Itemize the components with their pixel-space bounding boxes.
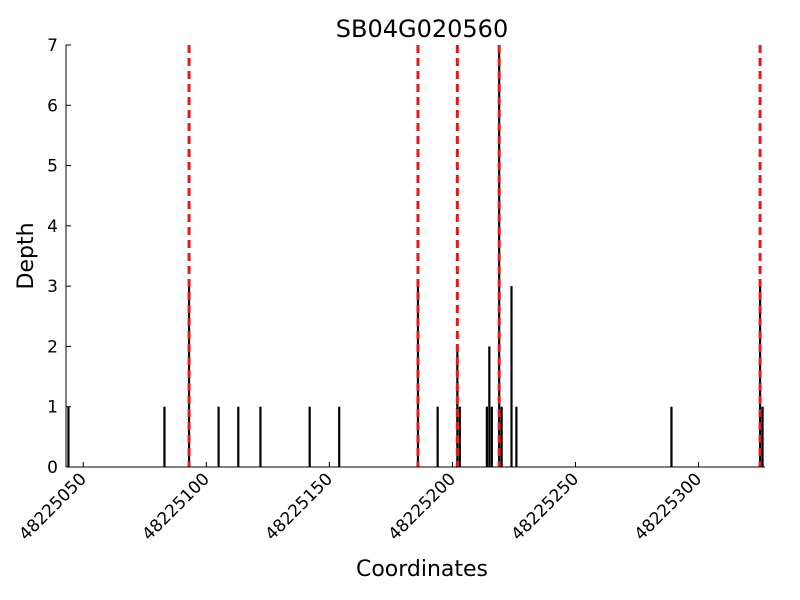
bar-17 — [510, 286, 513, 467]
bar-7 — [338, 406, 341, 467]
y-tick-label-6: 6 — [47, 96, 58, 116]
y-tick-label-4: 4 — [47, 217, 58, 237]
y-tick-label-1: 1 — [47, 398, 58, 418]
bar-6 — [308, 406, 311, 467]
bar-1 — [163, 406, 166, 467]
x-tick-label-48225250: 48225250 — [508, 469, 583, 544]
axes-layer: 0 1 2 3 4 5 6 7 48225050 48225100 48225150 48225200… — [15, 36, 765, 545]
bar-16 — [500, 406, 503, 467]
bar-5 — [259, 406, 262, 467]
bar-10 — [456, 346, 459, 467]
x-tick-label-48225100: 48225100 — [138, 469, 213, 544]
y-tick-label-2: 2 — [47, 337, 58, 357]
bar-0 — [67, 406, 70, 467]
y-tick-label-7: 7 — [47, 36, 58, 56]
y-tick-label-5: 5 — [47, 157, 58, 177]
bar-3 — [217, 406, 220, 467]
x-tick-label-48225050: 48225050 — [15, 469, 90, 544]
y-tick-label-0: 0 — [47, 458, 58, 478]
bars-layer — [67, 45, 764, 467]
chart-title: SB04G020560 — [336, 15, 508, 43]
bar-19 — [670, 406, 673, 467]
bar-21 — [761, 406, 764, 467]
x-tick-label-48225200: 48225200 — [385, 469, 460, 544]
bar-4 — [237, 406, 240, 467]
bar-13 — [488, 346, 491, 467]
bar-14 — [490, 406, 493, 467]
bar-9 — [436, 406, 439, 467]
bar-12 — [485, 406, 488, 467]
x-axis-label: Coordinates — [356, 557, 488, 582]
marker-lines-layer — [187, 45, 762, 467]
bar-11 — [458, 406, 461, 467]
y-tick-label-3: 3 — [47, 277, 58, 297]
y-axis-label: Depth — [14, 222, 39, 289]
bar-18 — [515, 406, 518, 467]
x-tick-label-48225300: 48225300 — [631, 469, 706, 544]
x-tick-label-48225150: 48225150 — [262, 469, 337, 544]
